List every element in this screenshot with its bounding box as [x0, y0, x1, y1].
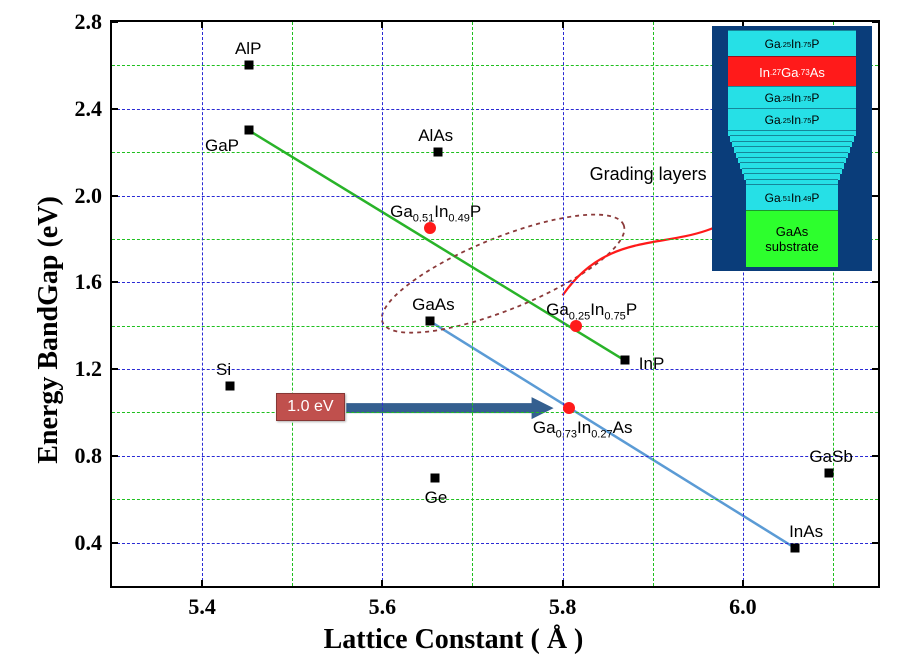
y-tick-label: 1.6 [75, 269, 103, 295]
gridline [292, 22, 293, 586]
point-AlAs [434, 148, 443, 157]
inset-layer-stack: Ga.25In.75PIn.27Ga.73AsGa.25In.75PGa.25I… [712, 26, 872, 271]
plot-area: 0.40.81.21.62.02.42.85.45.65.86.0Grading… [110, 20, 880, 588]
inset-layer-1: In.27Ga.73As [728, 56, 856, 87]
label-InP: InP [639, 354, 665, 374]
gridline [112, 412, 878, 413]
point-Si [226, 382, 235, 391]
gridline [112, 543, 878, 544]
gridline [112, 499, 878, 500]
x-tick-label: 5.8 [549, 594, 577, 620]
gridline [112, 282, 878, 283]
x-tick-label: 5.6 [369, 594, 397, 620]
gridline [472, 22, 473, 586]
gridline [653, 22, 654, 586]
inset-layer-5: Ga.51In.49P [746, 184, 838, 211]
gridline [112, 456, 878, 457]
label-Si: Si [216, 360, 231, 380]
label-AlAs: AlAs [418, 126, 453, 146]
y-tick-label: 1.2 [75, 356, 103, 382]
label-Ga025In075P: Ga0.25In0.75P [546, 300, 637, 322]
label-Ge: Ge [425, 488, 448, 508]
label-GaSb: GaSb [809, 447, 852, 467]
inset-layer-3: Ga.25In.75P [728, 108, 856, 131]
label-AlP: AlP [235, 39, 261, 59]
inset-layer-6: GaAssubstrate [746, 210, 838, 267]
x-tick-label: 5.4 [188, 594, 216, 620]
y-axis-title: Energy BandGap (eV) [33, 196, 65, 464]
point-Ge [430, 473, 439, 482]
bandgap-chart: Energy BandGap (eV) Lattice Constant ( Å… [0, 0, 907, 660]
point-InAs [791, 544, 800, 553]
gridline [202, 22, 203, 586]
arrow-1ev [346, 397, 553, 419]
y-tick-label: 2.8 [75, 9, 103, 35]
y-tick-label: 0.8 [75, 443, 103, 469]
label-InAs: InAs [789, 522, 823, 542]
badge-1ev: 1.0 eV [276, 393, 344, 421]
point-GaSb [825, 469, 834, 478]
gridline [112, 326, 878, 327]
label-GaAs: GaAs [412, 295, 455, 315]
x-tick-label: 6.0 [729, 594, 757, 620]
label-GaP: GaP [205, 136, 239, 156]
point-AlP [244, 61, 253, 70]
y-tick-label: 2.0 [75, 183, 103, 209]
inset-layer-0: Ga.25In.75P [728, 30, 856, 57]
GaInP-line [249, 130, 625, 360]
point-GaAs [426, 317, 435, 326]
point-InP [620, 356, 629, 365]
point-Ga073In027As [563, 402, 575, 414]
y-tick-label: 0.4 [75, 530, 103, 556]
point-GaP [244, 126, 253, 135]
label-Ga073In027As: Ga0.73In0.27As [533, 418, 633, 440]
label-Ga051In049P: Ga0.51In0.49P [390, 202, 481, 224]
x-axis-title: Lattice Constant ( Å ) [324, 624, 584, 656]
inset-layer-2: Ga.25In.75P [728, 86, 856, 109]
callout-label: Grading layers [590, 164, 707, 185]
gridline [382, 22, 383, 586]
y-tick-label: 2.4 [75, 96, 103, 122]
